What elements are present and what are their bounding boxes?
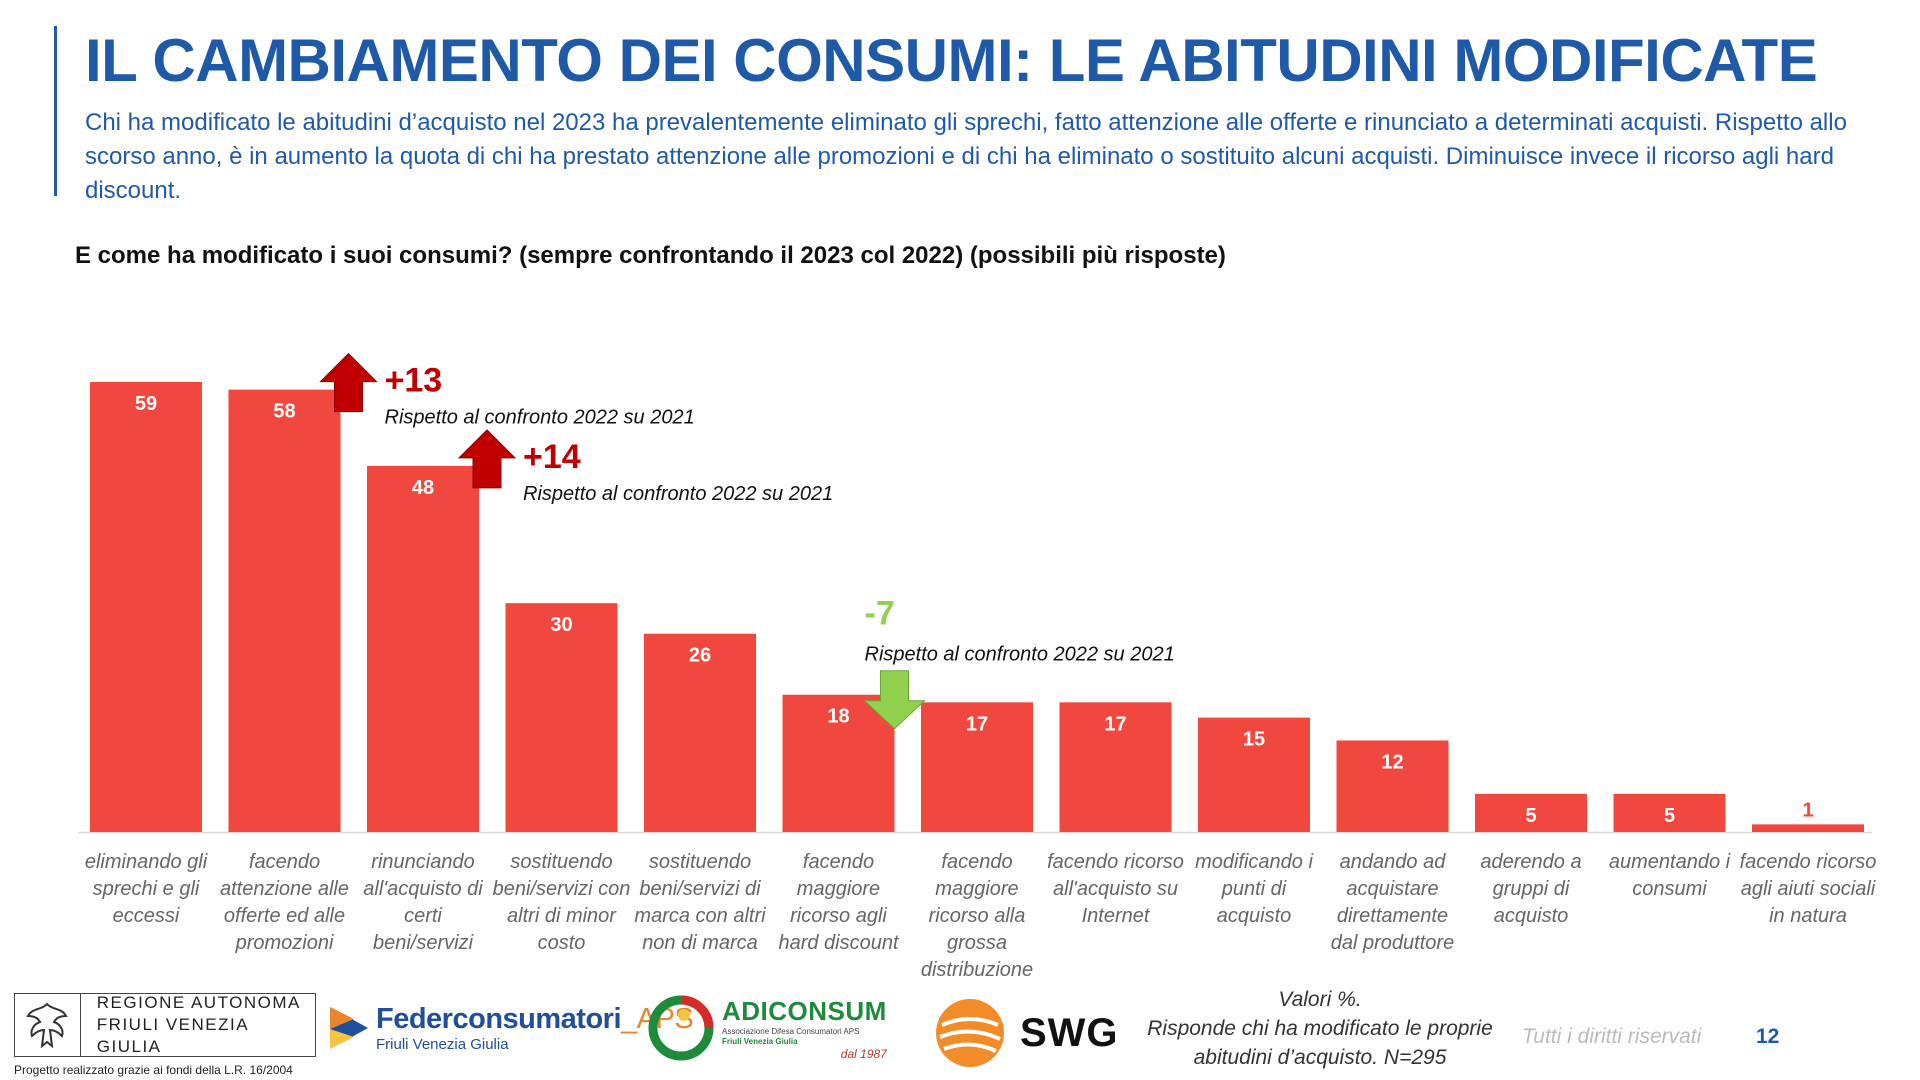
swg-globe-icon	[936, 999, 1004, 1067]
bar-12	[1752, 824, 1864, 832]
bar-value-label-8: 15	[1243, 729, 1265, 751]
bar-10	[1475, 793, 1587, 832]
feder-name: Federconsumatori_APS	[376, 1003, 694, 1035]
category-label-7: facendo ricorso all'acquisto su Internet	[1047, 851, 1184, 927]
adiconsum-since: dal 1987	[840, 1046, 887, 1061]
eagle-icon	[15, 994, 81, 1056]
footer: REGIONE AUTONOMA FRIULI VENEZIA GIULIA P…	[0, 985, 1920, 1080]
page-number: 12	[1756, 1025, 1780, 1048]
up-arrow-icon-0	[319, 352, 378, 413]
regione-line1: REGIONE AUTONOMA	[96, 993, 301, 1012]
feder-subtitle: Friuli Venezia Giulia	[376, 1036, 509, 1053]
bar-6	[921, 702, 1033, 832]
bar-chart: 59 eliminando gli sprechi e gli eccessi 58 fa…	[78, 352, 1877, 981]
category-label-10: aderendo a gruppi di acquisto	[1480, 851, 1581, 927]
adiconsum-name: ADICONSUM	[722, 995, 887, 1026]
bar-5	[782, 694, 895, 832]
annotation-note-0: Rispetto al confronto 2022 su 2021	[385, 407, 695, 429]
swg-logo: SWG	[932, 995, 1119, 1071]
footnote-line1: Valori %.	[1278, 988, 1362, 1011]
category-label-3: sostituendo beni/servizi con altri di mino…	[493, 851, 631, 954]
regione-logo: REGIONE AUTONOMA FRIULI VENEZIA GIULIA	[14, 993, 316, 1057]
adiconsum-circle-icon	[648, 995, 714, 1061]
bar-value-label-12: 1	[1802, 799, 1813, 821]
rights-reserved: Tutti i diritti riservati	[1522, 1025, 1702, 1048]
category-label-12: facendo ricorso agli aiuti sociali in natu…	[1740, 851, 1877, 927]
bar-value-label-1: 58	[273, 401, 295, 423]
bar-value-label-3: 30	[550, 614, 572, 636]
bar-1	[228, 389, 341, 832]
bar-0	[90, 382, 202, 832]
federconsumatori-logo: Federconsumatori_APS Friuli Venezia Giul…	[328, 1003, 694, 1053]
bar-value-label-5: 18	[827, 706, 849, 728]
category-label-1: facendo attenzione alle offerte ed alle pro…	[220, 851, 349, 954]
bar-3	[505, 603, 618, 832]
bar-9	[1336, 740, 1449, 832]
swg-name: SWG	[1020, 1010, 1119, 1055]
bar-value-label-6: 17	[966, 713, 988, 735]
adiconsum-sub1: Associazione Difesa Consumatori APS	[722, 1026, 860, 1036]
adiconsum-sub2: Friuli Venezia Giulia	[722, 1036, 798, 1046]
bar-value-label-0: 59	[135, 393, 157, 415]
bar-value-label-4: 26	[689, 645, 711, 667]
adiconsum-logo: ADICONSUM Associazione Difesa Consumator…	[648, 995, 887, 1061]
survey-question: E come ha modificato i suoi consumi? (se…	[75, 242, 1226, 269]
regione-line2: FRIULI VENEZIA GIULIA	[96, 1015, 249, 1056]
annotation-value-2: -7	[865, 595, 895, 633]
category-label-9: andando ad acquistare direttamente dal prod…	[1331, 851, 1454, 954]
bar-value-label-10: 5	[1525, 805, 1536, 827]
category-label-11: aumentando i consumi	[1609, 851, 1731, 900]
chart-footnote: Valori %. Risponde chi ha modificato le …	[1130, 985, 1510, 1072]
bar-value-label-2: 48	[412, 477, 434, 499]
bar-value-label-11: 5	[1664, 805, 1675, 827]
bar-2	[367, 465, 479, 832]
bar-7	[1059, 702, 1172, 832]
category-label-8: modificando i punti di acquisto	[1195, 851, 1313, 927]
bar-value-label-7: 17	[1104, 713, 1126, 735]
annotation-value-0: +13	[385, 362, 443, 400]
bar-4	[644, 633, 756, 832]
page-title: IL CAMBIAMENTO DEI CONSUMI: LE ABITUDINI…	[85, 27, 1818, 94]
annotation-note-1: Rispetto al confronto 2022 su 2021	[523, 483, 833, 505]
category-label-4: sostituendo beni/servizi di marca con altr…	[634, 851, 766, 954]
category-label-0: eliminando gli sprechi e gli eccessi	[85, 851, 208, 927]
footnote-line3: abitudini d’acquisto. N=295	[1193, 1046, 1447, 1069]
annotation-value-1: +14	[523, 438, 581, 476]
down-arrow-icon-2	[863, 670, 926, 730]
feder-triangle-icon	[330, 1007, 368, 1049]
bar-8	[1198, 717, 1310, 832]
category-label-5: facendo maggiore ricorso agli hard discount	[778, 851, 900, 954]
title-accent-line	[54, 26, 57, 196]
category-label-2: rinunciando all'acquisto di certi beni/serv…	[363, 851, 483, 954]
page-subtitle: Chi ha modificato le abitudini d’acquist…	[85, 109, 1847, 204]
bar-11	[1613, 793, 1726, 832]
up-arrow-icon-1	[457, 429, 517, 489]
annotation-note-2: Rispetto al confronto 2022 su 2021	[865, 644, 1175, 666]
category-label-6: facendo maggiore ricorso alla grossa distrib…	[921, 851, 1033, 981]
bar-value-label-9: 12	[1381, 751, 1403, 773]
footnote-line2: Risponde chi ha modificato le proprie	[1147, 1017, 1493, 1040]
regione-funding-note: Progetto realizzato grazie ai fondi dell…	[14, 1063, 293, 1077]
